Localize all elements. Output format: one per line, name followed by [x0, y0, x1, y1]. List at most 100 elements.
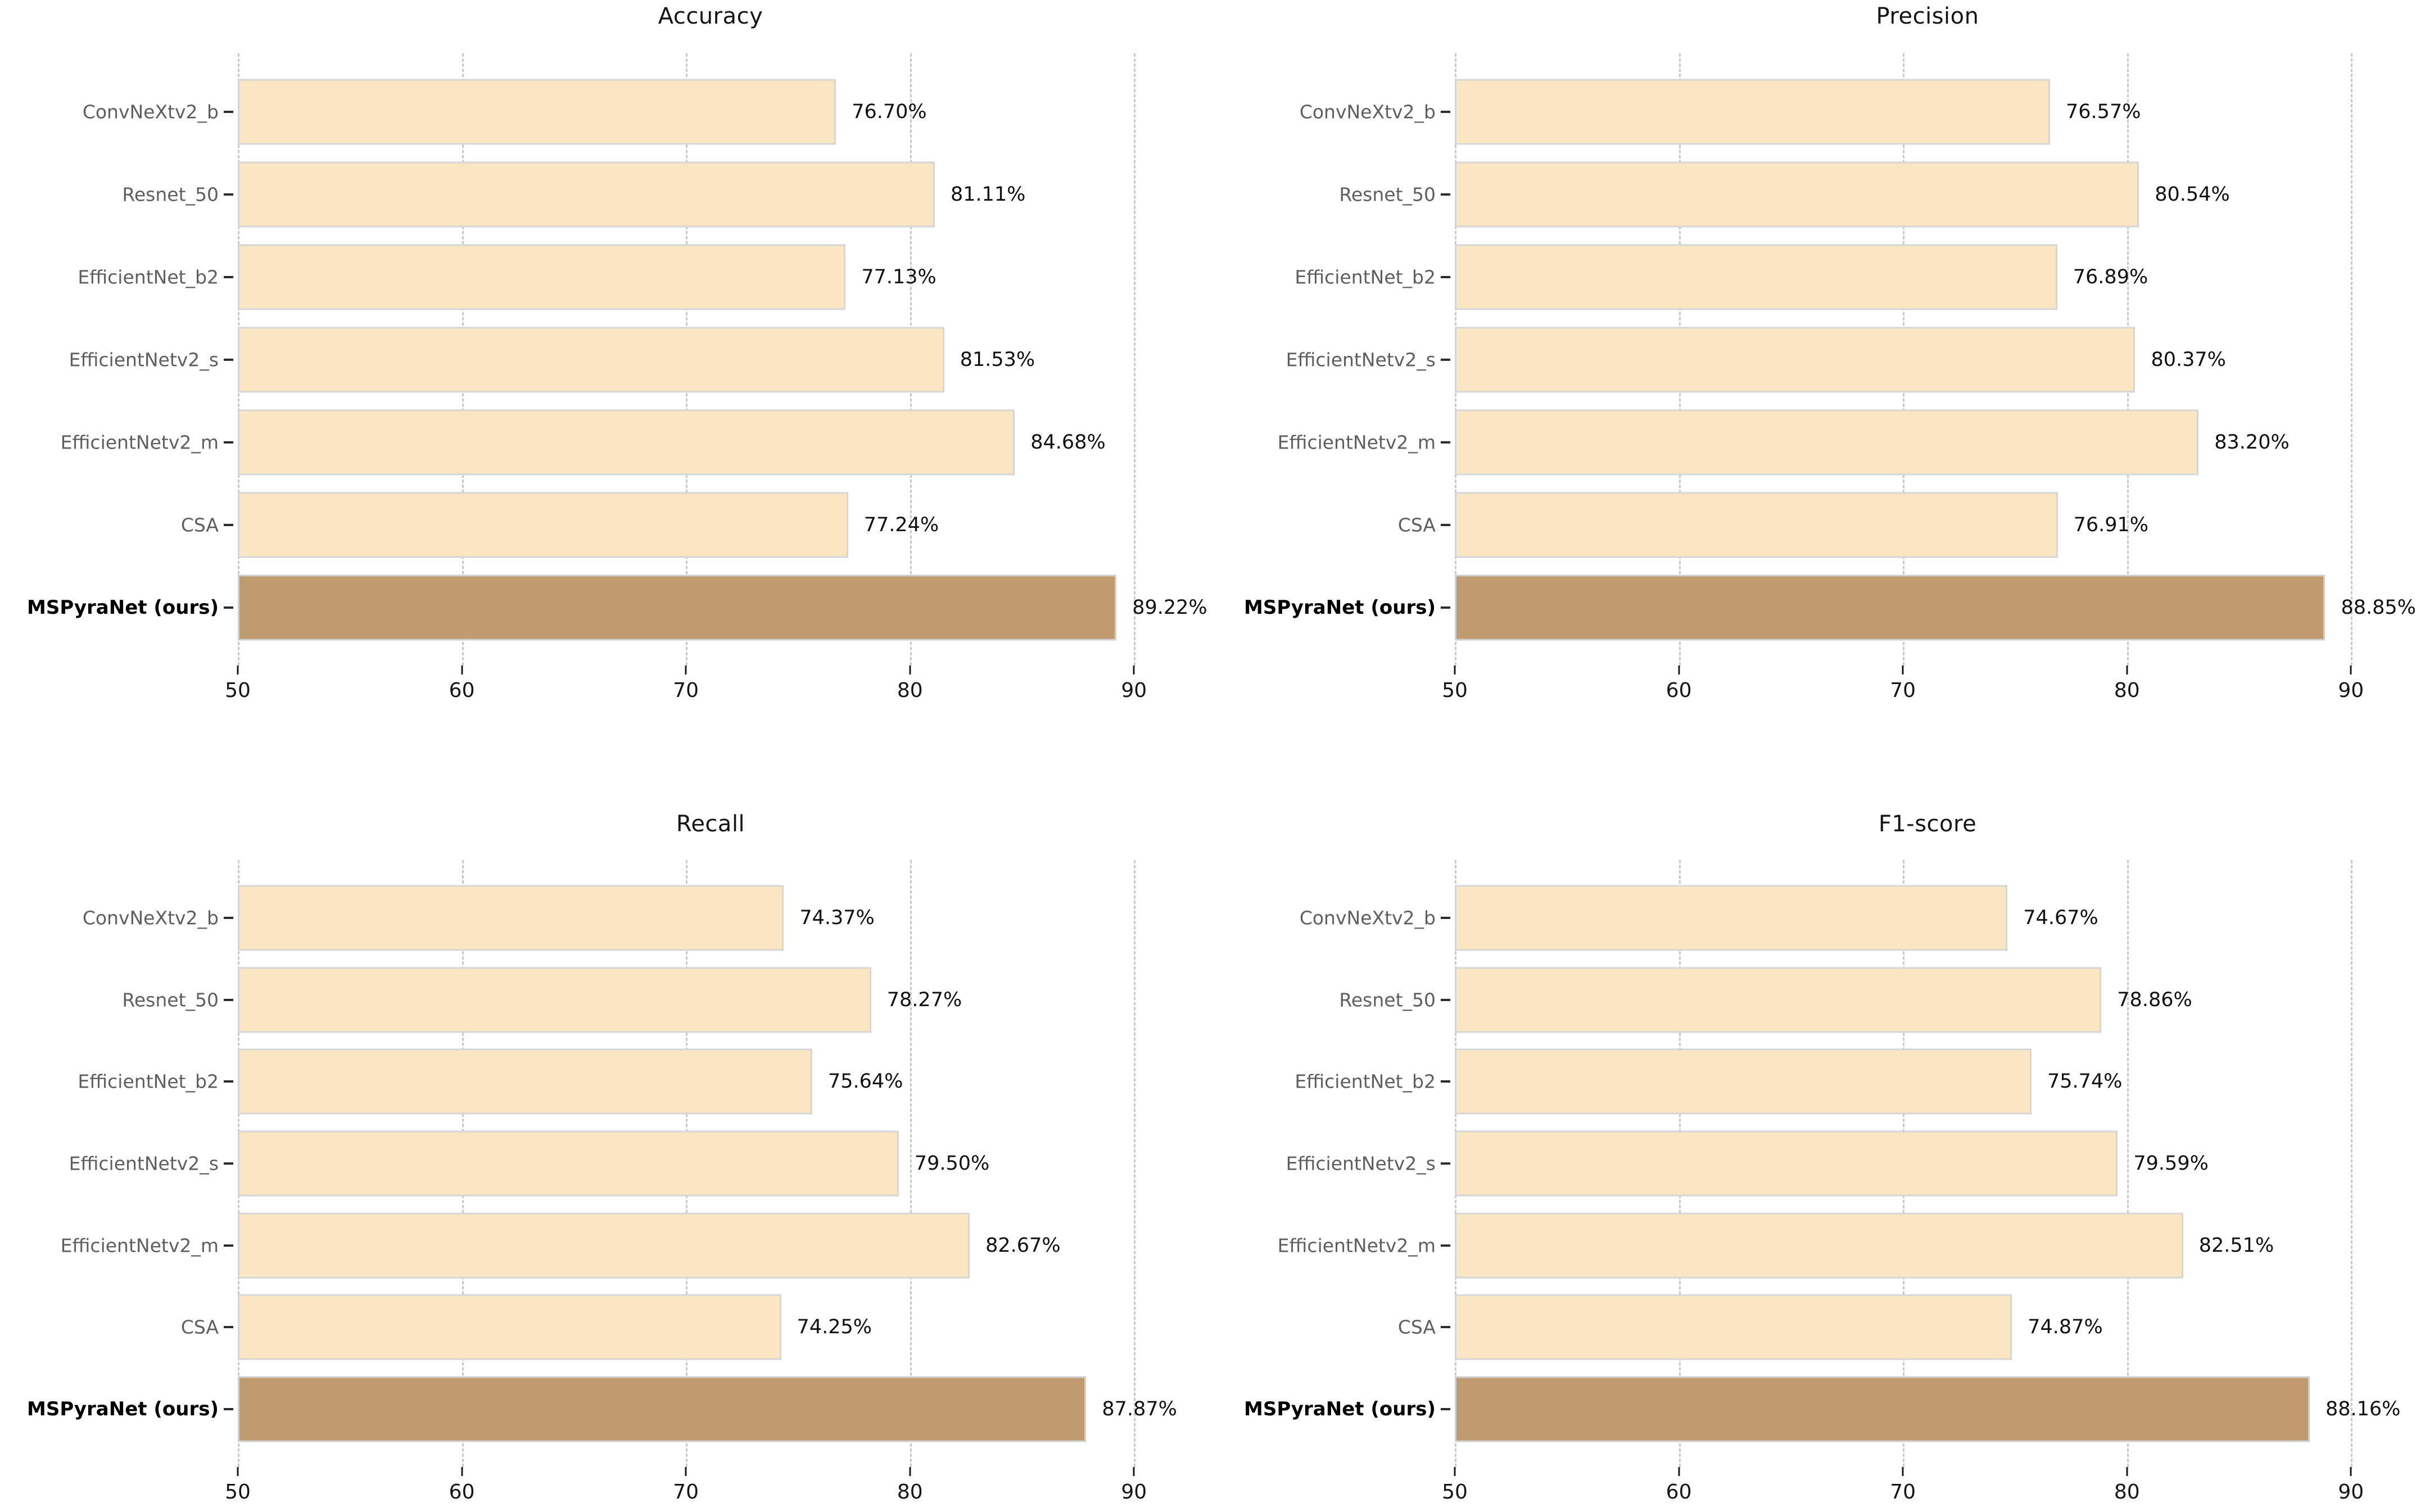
x-tick-label: 70 [1890, 1481, 1916, 1504]
y-category-label: EfficientNet_b2 [78, 1070, 219, 1093]
x-tick-label: 90 [2338, 679, 2364, 702]
y-tick-mark [1441, 275, 1450, 278]
y-tick-mark [224, 358, 233, 361]
value-label: 74.87% [2028, 1316, 2103, 1339]
gridline [910, 860, 912, 1467]
plot-area: 50 60 70 80 90 ConvNeXtv2_b 76.57% Resnet_50 80.… [1244, 53, 2416, 702]
y-tick-mark [224, 1408, 233, 1411]
x-tick-mark [1454, 666, 1456, 674]
y-category-label: ConvNeXtv2_b [1299, 907, 1436, 929]
y-category-label: EfficientNetv2_m [60, 1234, 219, 1257]
x-tick-mark [2126, 1467, 2128, 1476]
plot-area: 50 60 70 80 90 ConvNeXtv2_b 74.67% Resnet_50 78.… [1244, 860, 2400, 1504]
bar [1455, 409, 2199, 475]
bar-row: ConvNeXtv2_b 76.70% [83, 70, 1183, 153]
bar [238, 1294, 781, 1360]
bar [238, 327, 944, 392]
y-tick-mark [1441, 358, 1450, 361]
plot-area: 50 60 70 80 90 ConvNeXtv2_b 74.37% Resnet_50 78.… [27, 860, 1183, 1504]
x-tick-mark [909, 1467, 911, 1476]
value-label: 83.20% [2214, 431, 2290, 454]
bar-row: EfficientNet_b2 76.89% [1295, 236, 2400, 318]
y-category-label: EfficientNet_b2 [1295, 1070, 1436, 1093]
bar-row: MSPyraNet (ours) 89.22% [27, 566, 1207, 649]
plot-area: 50 60 70 80 90 ConvNeXtv2_b 76.70% Resnet_50 81.… [27, 53, 1207, 702]
bar-row: ConvNeXtv2_b 74.67% [1300, 877, 2400, 959]
chart-title: Precision [1876, 3, 1979, 29]
y-tick-mark [1441, 916, 1450, 919]
y-tick-mark [1441, 1080, 1450, 1083]
x-tick-mark [1454, 1467, 1456, 1476]
bar [238, 161, 935, 227]
bar-row: CSA 74.87% [1398, 1287, 2400, 1369]
y-tick-mark [1441, 1326, 1450, 1329]
bar [238, 1048, 812, 1115]
value-label: 84.68% [1030, 431, 1106, 454]
value-label: 79.50% [914, 1152, 990, 1175]
x-tick-mark [461, 666, 463, 674]
x-tick-label: 60 [1666, 1481, 1692, 1504]
x-tick-mark [237, 1467, 239, 1476]
y-category-label: CSA [180, 1316, 219, 1338]
bar-highlight [238, 574, 1117, 640]
bar-row: EfficientNetv2_s 80.37% [1286, 318, 2400, 401]
y-category-label: EfficientNetv2_m [1277, 431, 1436, 453]
bar [238, 492, 848, 558]
value-label: 78.27% [886, 988, 962, 1011]
x-tick-label: 80 [897, 679, 923, 702]
x-tick-mark [1133, 666, 1135, 674]
bar-row: ConvNeXtv2_b 74.37% [83, 877, 1183, 959]
bar [238, 409, 1015, 475]
bar [1455, 1130, 2118, 1197]
value-label: 81.53% [960, 348, 1035, 371]
x-tick-mark [2350, 666, 2352, 674]
chart-title: F1-score [1878, 811, 1977, 837]
bar-row: EfficientNet_b2 77.13% [78, 236, 1183, 318]
y-tick-mark [224, 523, 233, 526]
bar [1455, 1212, 2183, 1279]
x-tick-label: 80 [897, 1481, 923, 1504]
value-label: 75.64% [827, 1070, 903, 1093]
y-category-label: EfficientNetv2_s [1286, 1152, 1436, 1175]
bar [238, 244, 846, 310]
bar-row: MSPyraNet (ours) 87.87% [27, 1368, 1183, 1450]
bar [1455, 327, 2136, 392]
y-tick-mark [1441, 606, 1450, 609]
bar-row: EfficientNetv2_m 84.68% [61, 401, 1183, 483]
y-tick-mark [1441, 523, 1450, 526]
x-tick-mark [1902, 666, 1904, 674]
bar-row: ConvNeXtv2_b 76.57% [1300, 70, 2400, 153]
chart-panel-f1-score: F1-score 50 60 70 80 90 ConvNeXtv2_b 74.67% Res… [1217, 756, 2434, 1512]
y-tick-mark [224, 275, 233, 278]
bar-row: Resnet_50 78.27% [122, 959, 1183, 1041]
bar [1455, 244, 2057, 310]
bar-row: CSA 77.24% [181, 483, 1183, 566]
bar [238, 967, 871, 1033]
x-tick-mark [1678, 1467, 1680, 1476]
bar [238, 885, 784, 951]
bar-row: EfficientNetv2_s 81.53% [69, 318, 1183, 401]
y-category-label: EfficientNetv2_s [69, 1152, 219, 1175]
y-tick-mark [224, 998, 233, 1001]
x-tick-label: 50 [225, 1481, 251, 1504]
x-tick-label: 70 [673, 679, 699, 702]
x-tick-mark [685, 1467, 687, 1476]
gridline [1134, 860, 1136, 1467]
value-label: 76.89% [2073, 265, 2148, 288]
y-category-label: EfficientNetv2_m [1277, 1234, 1436, 1257]
x-tick-label: 70 [673, 1481, 699, 1504]
x-tick-mark [1678, 666, 1680, 674]
bar-row: MSPyraNet (ours) 88.85% [1244, 566, 2416, 649]
gridline [2351, 860, 2353, 1467]
x-tick-label: 80 [2114, 1481, 2140, 1504]
y-tick-mark [224, 193, 233, 196]
x-tick-mark [2350, 1467, 2352, 1476]
gridline [2127, 860, 2129, 1467]
y-category-label: CSA [1397, 514, 1436, 536]
value-label: 75.74% [2047, 1070, 2123, 1093]
value-label: 82.51% [2198, 1234, 2274, 1257]
x-tick-mark [1902, 1467, 1904, 1476]
value-label: 76.70% [852, 100, 927, 123]
bar [1455, 492, 2058, 558]
chart-title: Recall [676, 811, 745, 837]
